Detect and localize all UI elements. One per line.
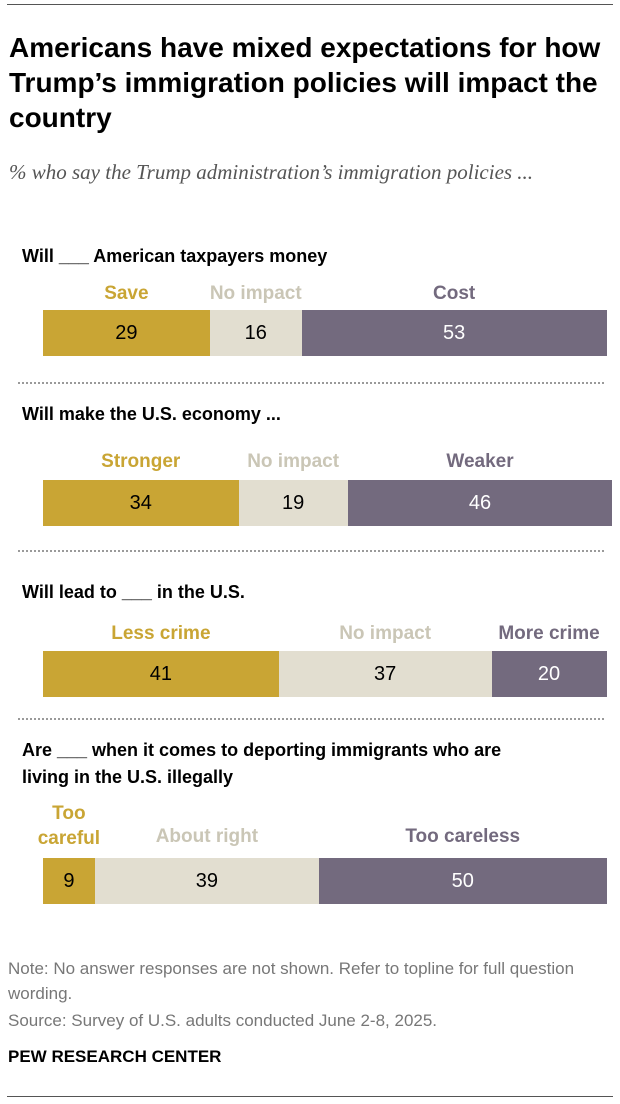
category-label-3-1: Less crime [111, 623, 211, 644]
source-text: Source: Survey of U.S. adults conducted … [8, 1011, 438, 1030]
bar-row-2: 34 19 46 [43, 480, 613, 526]
category-label-3-2: No impact [339, 623, 432, 644]
data-label-4-3: 50 [451, 869, 474, 892]
section-divider-3 [18, 718, 604, 720]
data-label-2-3: 46 [468, 491, 492, 514]
bar-segment-1-2: 16 [209, 310, 302, 356]
bar-segment-4-2: 39 [94, 858, 319, 904]
panel-title-3: Will lead to ___ in the U.S. [22, 582, 245, 602]
data-label-2-1: 34 [129, 491, 152, 514]
bar-segment-2-3: 46 [347, 480, 613, 526]
category-label-2-1: Stronger [101, 451, 181, 472]
category-label-1-2: No impact [209, 283, 302, 304]
chart-title: Americans have mixed expectations for ho… [9, 32, 601, 133]
brand-logo-text: PEW RESEARCH CENTER [8, 1047, 222, 1066]
chart-subtitle: % who say the Trump administration’s imm… [9, 160, 534, 184]
category-label-2-3: Weaker [446, 451, 514, 472]
bar-segment-4-3: 50 [319, 858, 607, 904]
bar-segment-3-1: 41 [43, 651, 279, 697]
data-label-4-1: 9 [63, 869, 75, 892]
data-label-3-3: 20 [537, 662, 561, 685]
data-label-3-1: 41 [149, 662, 172, 685]
bar-segment-2-2: 19 [238, 480, 348, 526]
data-label-1-2: 16 [244, 321, 267, 344]
category-label-2-2: No impact [247, 451, 340, 472]
bar-segment-3-3: 20 [491, 651, 607, 697]
bar-segment-3-2: 37 [278, 651, 492, 697]
category-label-1-1: Save [104, 283, 149, 304]
data-label-4-2: 39 [195, 869, 218, 892]
section-divider-2 [18, 550, 604, 552]
data-label-3-2: 37 [374, 662, 397, 685]
bar-row-3: 41 37 20 [43, 651, 607, 697]
top-rule [7, 4, 613, 5]
data-label-1-1: 29 [115, 321, 138, 344]
bar-segment-2-1: 34 [43, 480, 239, 526]
panel-title-1: Will ___ American taxpayers money [22, 246, 328, 266]
bar-segment-1-1: 29 [43, 310, 210, 356]
bar-segment-1-3: 53 [301, 310, 607, 356]
section-divider-1 [18, 382, 604, 384]
panel-title-2: Will make the U.S. economy ... [22, 404, 281, 424]
category-label-4-3: Too careless [405, 826, 521, 847]
category-label-4-1: Too careful [37, 803, 101, 849]
bar-row-1: 29 16 53 [43, 310, 607, 356]
panel-title-4: Are ___ when it comes to deporting immig… [22, 740, 502, 787]
bar-segment-4-1: 9 [43, 858, 95, 904]
bottom-rule [7, 1096, 613, 1097]
data-label-1-3: 53 [443, 321, 466, 344]
bar-row-4: 9 39 50 [43, 858, 607, 904]
category-label-3-3: More crime [498, 623, 600, 644]
data-label-2-2: 19 [282, 491, 305, 514]
category-label-4-2: About right [155, 826, 259, 847]
note-text: Note: No answer responses are not shown.… [8, 959, 575, 1003]
category-label-1-3: Cost [433, 283, 476, 304]
